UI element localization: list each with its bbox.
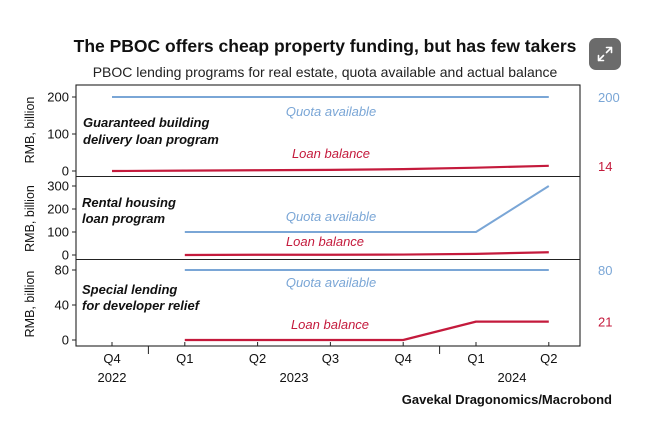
y-tick-label: 200 xyxy=(47,202,69,217)
plot-frame xyxy=(75,84,581,347)
y-tick-label: 100 xyxy=(47,225,69,240)
quota-series-label: Quota available xyxy=(286,275,376,290)
x-tick-label: Q1 xyxy=(176,351,193,366)
y-axis-label: RMB, billion xyxy=(23,271,37,338)
chart-subtitle: PBOC lending programs for real estate, q… xyxy=(92,64,558,80)
balance-line xyxy=(184,320,549,342)
y-axis-label: RMB, billion xyxy=(23,97,37,164)
panel-label: Rental housing xyxy=(82,195,176,210)
y-tick-label: 100 xyxy=(47,127,69,142)
x-year-label: 2024 xyxy=(498,370,527,385)
end-value-label: 80 xyxy=(598,263,612,278)
panel-label: Guaranteed building xyxy=(83,115,209,130)
expand-icon xyxy=(597,46,613,62)
x-tick-label: Q2 xyxy=(249,351,266,366)
balance-line xyxy=(184,251,549,257)
panel-label: for developer relief xyxy=(82,298,201,313)
x-tick-label: Q1 xyxy=(467,351,484,366)
x-tick-label: Q4 xyxy=(103,351,120,366)
balance-line xyxy=(111,164,549,173)
y-tick-label: 0 xyxy=(62,248,69,263)
balance-series-label: Loan balance xyxy=(291,317,369,332)
expand-button[interactable] xyxy=(589,38,621,70)
balance-series-label: Loan balance xyxy=(286,234,364,249)
y-tick-label: 40 xyxy=(55,298,69,313)
quota-line xyxy=(184,185,550,233)
panel-label: Special lending xyxy=(82,282,177,297)
x-tick-label: Q3 xyxy=(322,351,339,366)
quota-series-label: Quota available xyxy=(286,209,376,224)
panel-label: delivery loan program xyxy=(83,132,219,147)
end-value-label: 21 xyxy=(598,315,612,330)
panel-label: loan program xyxy=(82,211,166,226)
end-value-label: 200 xyxy=(598,90,620,105)
y-tick-label: 0 xyxy=(62,333,69,348)
source-note: Gavekal Dragonomics/Macrobond xyxy=(401,392,612,407)
y-tick-label: 0 xyxy=(62,164,69,179)
x-tick-label: Q2 xyxy=(540,351,557,366)
x-tick-label: Q4 xyxy=(395,351,412,366)
balance-series-label: Loan balance xyxy=(292,146,370,161)
x-year-label: 2022 xyxy=(98,370,127,385)
y-tick-label: 300 xyxy=(47,179,69,194)
x-year-label: 2023 xyxy=(280,370,309,385)
y-tick-label: 200 xyxy=(47,90,69,105)
end-value-label: 14 xyxy=(598,159,612,174)
chart-title: The PBOC offers cheap property funding, … xyxy=(73,36,577,56)
y-axis-label: RMB, billion xyxy=(23,185,37,252)
quota-series-label: Quota available xyxy=(286,104,376,119)
y-tick-label: 80 xyxy=(55,263,69,278)
